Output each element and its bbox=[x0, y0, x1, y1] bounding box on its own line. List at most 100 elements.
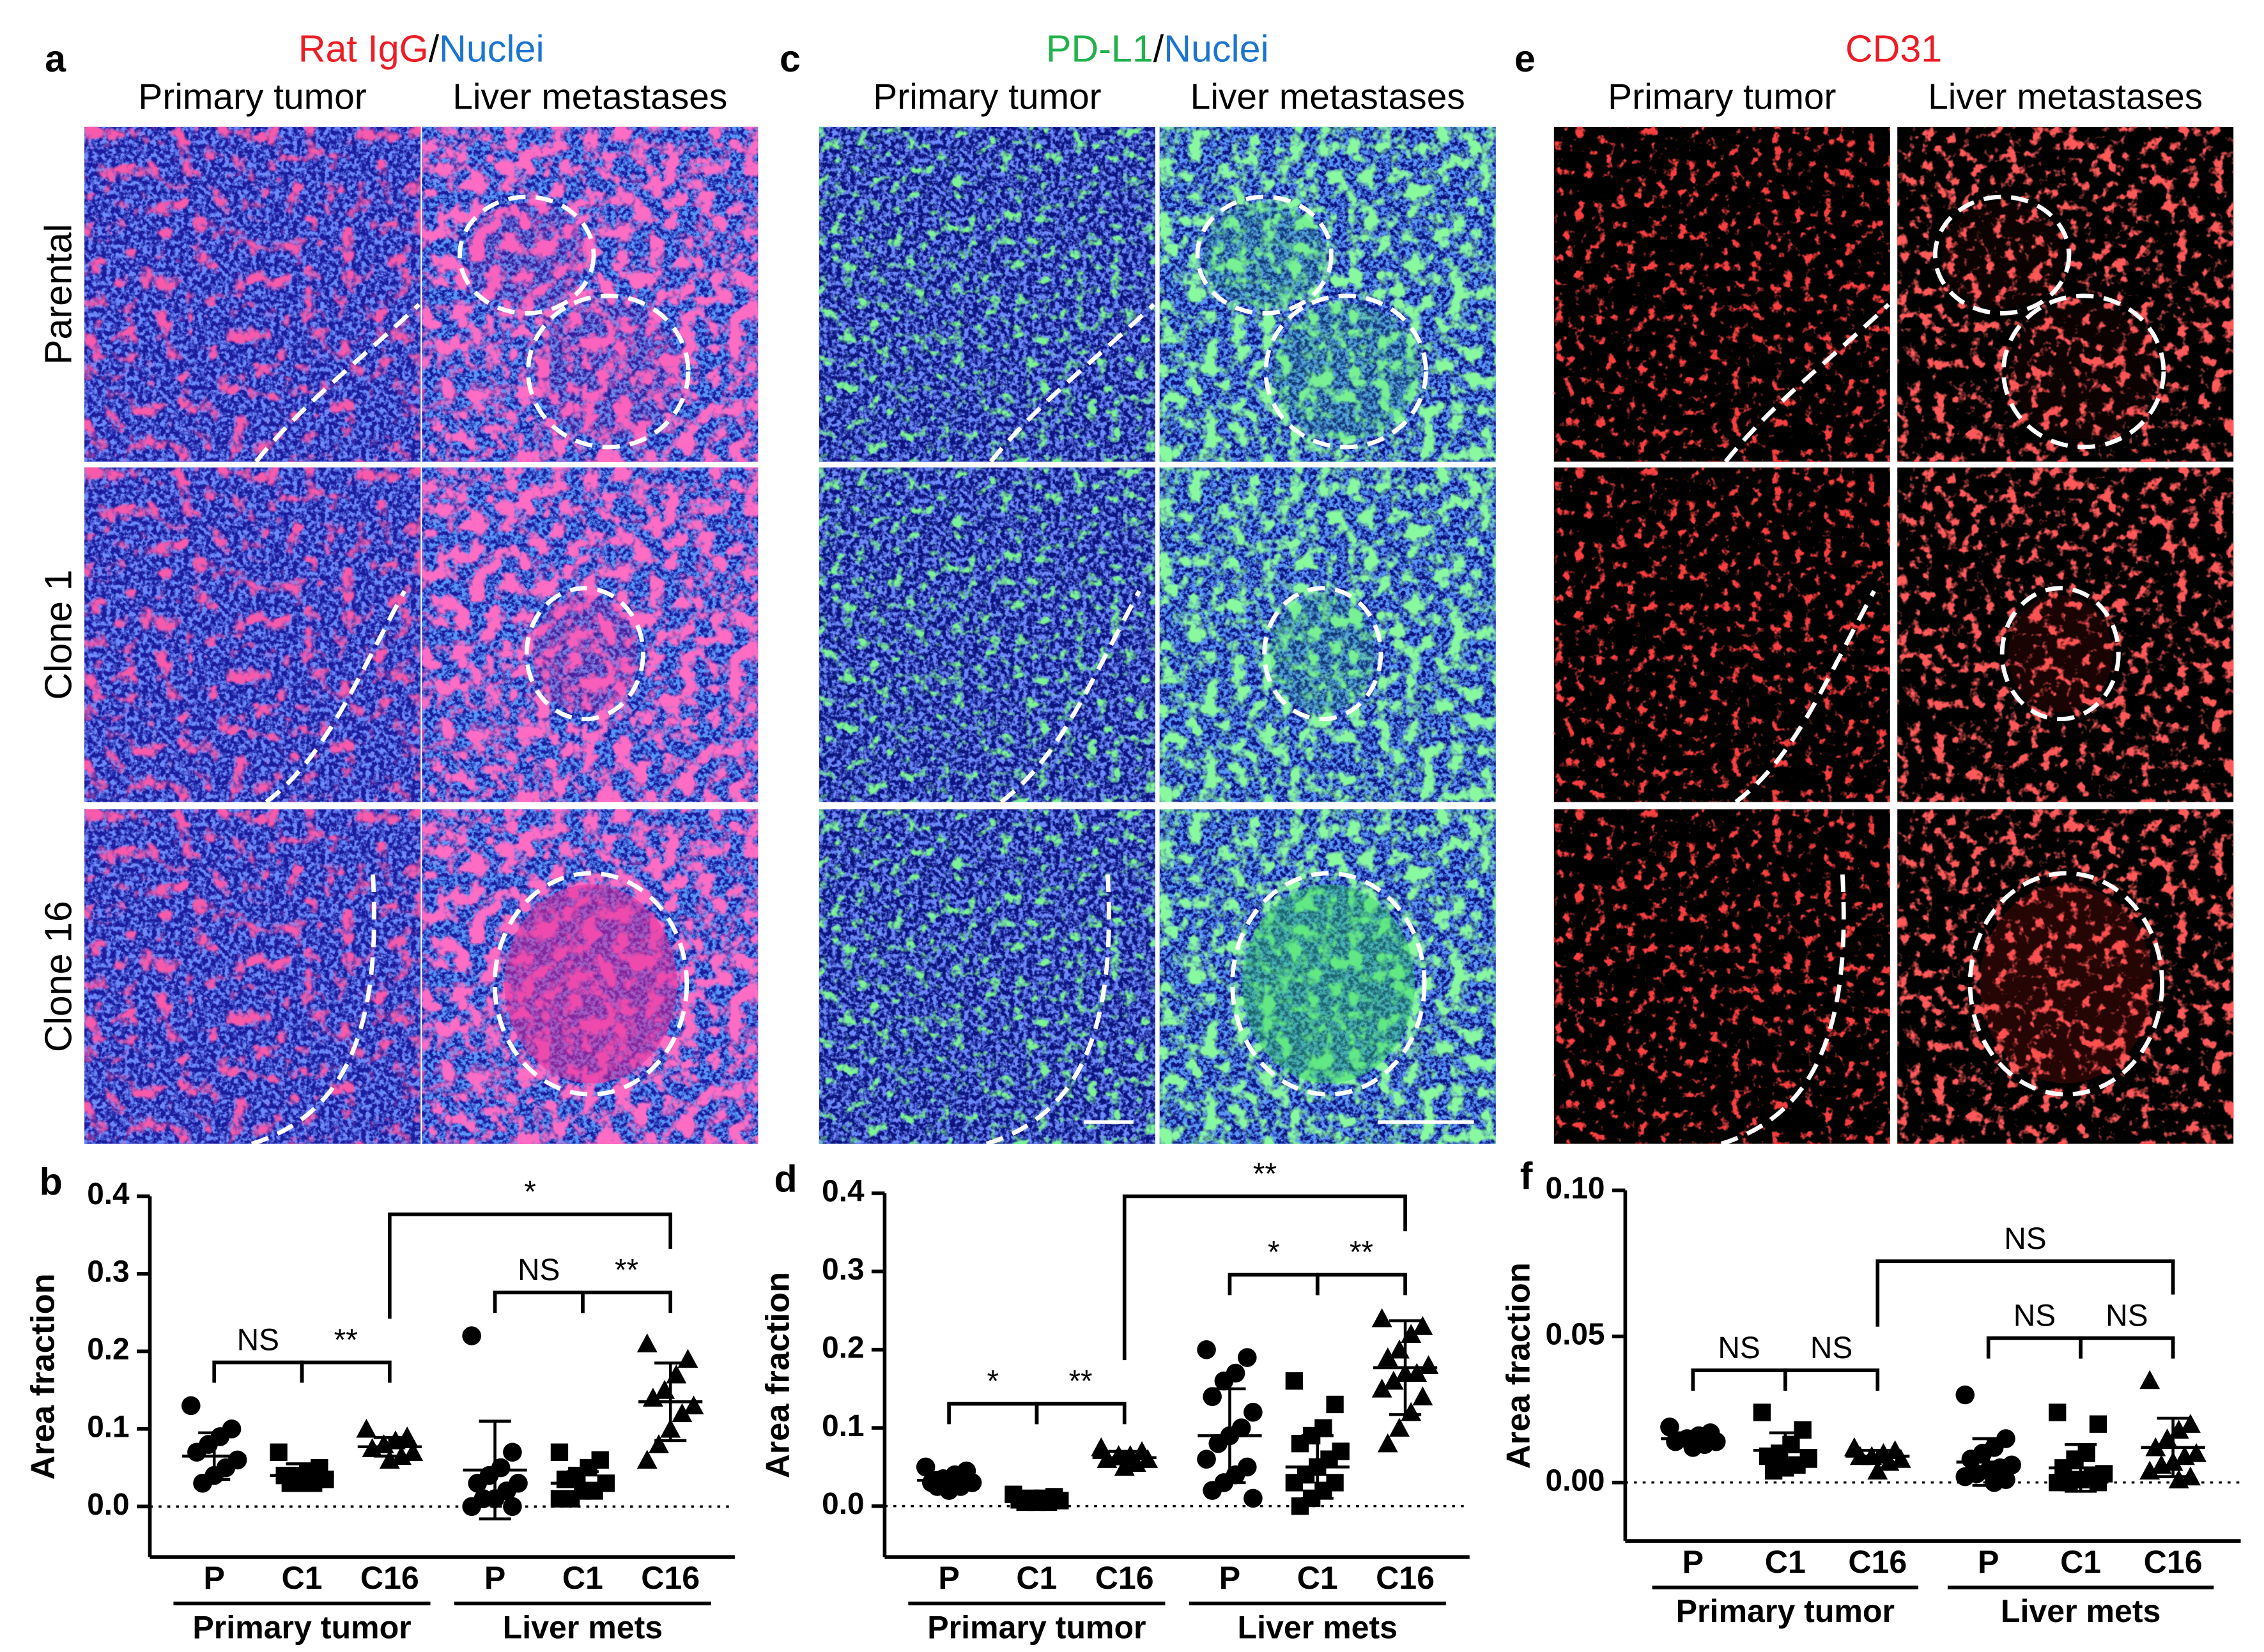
y-tick-label: 0.00 bbox=[1545, 1464, 1605, 1497]
data-point bbox=[503, 1442, 522, 1462]
significance-label: ** bbox=[334, 1323, 358, 1357]
stain-texture bbox=[819, 809, 1155, 1144]
row-label: Clone 16 bbox=[36, 901, 79, 1052]
micrograph bbox=[1553, 126, 1890, 463]
significance-label: NS bbox=[2106, 1299, 2148, 1333]
data-point bbox=[1197, 1449, 1216, 1469]
stain-glow bbox=[1980, 884, 2153, 1083]
data-point bbox=[1326, 1395, 1344, 1414]
row-label: Parental bbox=[36, 224, 79, 365]
data-point bbox=[403, 1442, 424, 1461]
region-outline bbox=[1723, 303, 1890, 463]
data-point bbox=[187, 1442, 206, 1462]
data-point bbox=[1208, 1434, 1228, 1453]
group-label: Primary tumor bbox=[1676, 1593, 1895, 1629]
stain-label: Nuclei bbox=[1164, 27, 1268, 70]
data-point bbox=[1125, 1453, 1146, 1472]
group-label: Primary tumor bbox=[927, 1609, 1146, 1645]
data-point bbox=[281, 1474, 299, 1492]
significance-label: ** bbox=[615, 1253, 638, 1287]
data-point bbox=[2186, 1443, 2206, 1462]
data-point bbox=[1197, 1340, 1216, 1359]
region-outline bbox=[458, 194, 596, 316]
significance-label: NS bbox=[1718, 1331, 1760, 1365]
region-outline bbox=[1734, 590, 1876, 804]
significance-label: NS bbox=[2014, 1299, 2056, 1333]
data-point bbox=[2089, 1474, 2107, 1492]
data-point bbox=[1890, 1449, 1911, 1468]
significance-bracket bbox=[212, 1360, 304, 1383]
data-point bbox=[1660, 1417, 1679, 1437]
micrograph bbox=[84, 467, 421, 804]
stain-texture bbox=[1897, 809, 2234, 1144]
y-tick-label: 0.4 bbox=[822, 1175, 865, 1209]
significance-bracket bbox=[1122, 1194, 1407, 1361]
stain-header: CD31 bbox=[1845, 27, 1942, 70]
stain-glow bbox=[1204, 203, 1325, 308]
data-point bbox=[1285, 1474, 1304, 1492]
data-point bbox=[556, 1471, 574, 1488]
stain-header: Rat IgG/Nuclei bbox=[298, 27, 544, 70]
x-tick-label: C16 bbox=[360, 1560, 419, 1596]
significance-label: * bbox=[987, 1365, 999, 1398]
micrograph bbox=[819, 467, 1155, 804]
significance-bracket bbox=[1875, 1259, 2175, 1327]
y-tick-label: 0.1 bbox=[822, 1409, 864, 1443]
significance-bracket bbox=[493, 1290, 585, 1313]
significance-label: * bbox=[1268, 1235, 1280, 1269]
stain-glow bbox=[2008, 594, 2113, 713]
data-point bbox=[550, 1443, 569, 1461]
data-point bbox=[468, 1474, 488, 1493]
data-point bbox=[1383, 1370, 1404, 1390]
group-label: Liver mets bbox=[503, 1609, 663, 1645]
column-title: Primary tumor bbox=[138, 77, 366, 118]
data-point bbox=[636, 1449, 658, 1469]
significance-bracket bbox=[2079, 1336, 2175, 1359]
significance-bracket bbox=[1315, 1273, 1407, 1296]
data-point bbox=[1214, 1371, 1234, 1391]
region-outline bbox=[1720, 867, 1846, 1146]
data-point bbox=[2151, 1455, 2172, 1474]
region-outline bbox=[1262, 586, 1383, 722]
data-point bbox=[1285, 1372, 1304, 1390]
data-point bbox=[1867, 1460, 1888, 1480]
y-tick-label: 0.05 bbox=[1545, 1318, 1605, 1352]
region-outline bbox=[989, 303, 1156, 463]
y-tick-label: 0.2 bbox=[822, 1331, 864, 1365]
stain-texture bbox=[1159, 467, 1496, 802]
stain-label: CD31 bbox=[1845, 27, 1942, 70]
y-tick-label: 0.10 bbox=[1545, 1172, 1605, 1205]
data-point bbox=[1955, 1385, 1975, 1405]
micrograph bbox=[422, 126, 759, 462]
region-outline bbox=[1999, 586, 2121, 722]
y-tick-label: 0.0 bbox=[87, 1488, 129, 1522]
group-label: Liver mets bbox=[1238, 1609, 1398, 1645]
stain-label: Nuclei bbox=[439, 27, 544, 70]
x-tick-label: C16 bbox=[2144, 1544, 2203, 1580]
x-tick-label: P bbox=[204, 1560, 225, 1596]
significance-label: NS bbox=[518, 1253, 560, 1287]
x-tick-label: C16 bbox=[641, 1560, 700, 1596]
data-point bbox=[1377, 1433, 1398, 1453]
stain-glow bbox=[536, 303, 681, 440]
data-point bbox=[1753, 1403, 1771, 1421]
data-point bbox=[677, 1349, 698, 1368]
stain-texture bbox=[1553, 809, 1890, 1144]
data-point bbox=[1955, 1467, 1975, 1487]
data-point bbox=[270, 1443, 288, 1461]
stain-glow bbox=[1274, 303, 1418, 440]
data-point bbox=[1764, 1462, 1783, 1480]
stain-texture bbox=[1553, 467, 1890, 802]
x-tick-label: C1 bbox=[1297, 1560, 1338, 1596]
column-title: Liver metastases bbox=[1928, 77, 2203, 118]
x-tick-label: C16 bbox=[1095, 1560, 1154, 1596]
data-point bbox=[379, 1449, 400, 1469]
data-point bbox=[2180, 1414, 2201, 1433]
micrograph bbox=[1553, 467, 1890, 804]
y-axis-label: Area fraction bbox=[1500, 1262, 1537, 1469]
panel-letter: f bbox=[1520, 1154, 1533, 1197]
x-tick-label: C1 bbox=[2060, 1544, 2101, 1580]
stain-texture bbox=[819, 126, 1155, 462]
data-point bbox=[550, 1490, 569, 1508]
